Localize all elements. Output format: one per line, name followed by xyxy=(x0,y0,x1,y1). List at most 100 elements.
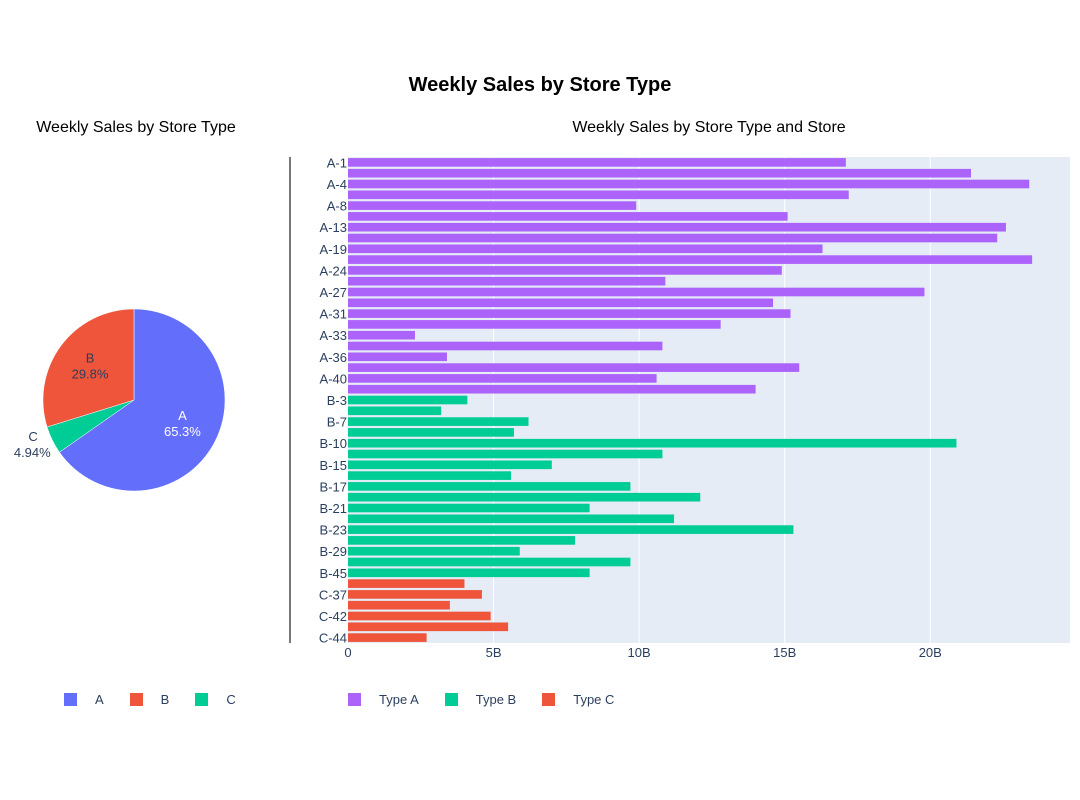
bar xyxy=(348,460,552,470)
bar xyxy=(348,438,957,448)
bar xyxy=(348,255,1033,264)
y-tick-label: A-4 xyxy=(327,177,347,192)
pie-slice-a xyxy=(59,308,226,492)
x-tick-label: 20B xyxy=(919,645,942,660)
main-title: Weekly Sales by Store Type xyxy=(408,74,672,96)
pie-slice-b xyxy=(42,308,135,428)
y-tick-label: C-44 xyxy=(319,631,347,646)
legend-swatch-a xyxy=(64,693,77,706)
bar xyxy=(348,341,663,351)
x-tick-label: 10B xyxy=(628,645,651,660)
x-tick-label: 0 xyxy=(344,645,351,660)
bar xyxy=(348,201,637,210)
bar xyxy=(348,546,520,556)
legend-item-type-b[interactable]: Type B xyxy=(444,692,517,707)
bar xyxy=(348,320,721,329)
bar xyxy=(348,568,590,578)
bar xyxy=(348,309,791,318)
x-tick-label: 5B xyxy=(486,645,502,660)
pie-percent-a: 65.3% xyxy=(164,424,201,439)
y-tick-label: A-8 xyxy=(327,199,347,214)
y-tick-label: B-29 xyxy=(320,544,347,559)
y-tick-label: A-36 xyxy=(320,350,347,365)
bar xyxy=(348,179,1030,189)
bar xyxy=(348,190,849,200)
y-tick-label: B-15 xyxy=(320,458,347,473)
bar xyxy=(348,298,774,308)
y-tick-label: A-33 xyxy=(320,328,347,343)
y-tick-label: A-24 xyxy=(320,263,347,278)
bar xyxy=(348,352,447,362)
y-tick-label: A-1 xyxy=(327,155,347,170)
y-tick-label: B-45 xyxy=(320,566,347,581)
legend-swatch-b xyxy=(129,693,143,706)
y-tick-label: B-23 xyxy=(320,523,347,538)
bar-legend: Type A Type B Type C xyxy=(348,692,640,707)
y-tick-label: B-3 xyxy=(327,393,347,408)
y-tick-label: A-31 xyxy=(320,307,347,322)
bar xyxy=(348,471,512,480)
bar xyxy=(348,492,701,502)
legend-swatch-type-c xyxy=(542,693,556,706)
legend-item-type-a[interactable]: Type A xyxy=(348,692,419,707)
bar xyxy=(348,363,800,372)
y-tick-label: A-13 xyxy=(320,220,347,235)
y-tick-label: A-27 xyxy=(320,285,347,300)
bar xyxy=(348,330,415,340)
y-tick-label: A-19 xyxy=(320,242,347,257)
legend-item-type-c[interactable]: Type C xyxy=(542,692,614,707)
pie-legend: A B C xyxy=(64,692,262,707)
y-tick-label: B-17 xyxy=(320,479,347,494)
y-tick-label: A-40 xyxy=(320,371,347,386)
pie-label-b: B xyxy=(86,351,95,366)
bar xyxy=(348,557,631,567)
x-tick-label: 15B xyxy=(773,645,796,660)
pie-percent-b: 29.8% xyxy=(72,367,109,382)
legend-swatch-type-b xyxy=(444,693,458,706)
bar xyxy=(348,158,846,167)
bar xyxy=(348,244,823,254)
bar xyxy=(348,276,666,286)
bar-chart-title: Weekly Sales by Store Type and Store xyxy=(572,119,846,136)
bar xyxy=(348,266,782,275)
legend-label-b: B xyxy=(160,692,170,707)
bar xyxy=(348,633,427,642)
bar xyxy=(348,579,465,588)
y-tick-label: B-7 xyxy=(327,415,347,430)
pie-percent-c: 4.94% xyxy=(14,445,51,460)
legend-label-a: A xyxy=(95,692,104,707)
legend-swatch-type-a xyxy=(348,693,361,706)
bar xyxy=(348,417,529,426)
bar xyxy=(348,590,482,599)
legend-label-type-a: Type A xyxy=(379,692,419,707)
bar xyxy=(348,514,675,524)
bar xyxy=(348,428,514,437)
legend-item-c[interactable]: C xyxy=(195,692,236,707)
bar xyxy=(348,168,972,178)
bar xyxy=(348,449,663,459)
legend-label-type-c: Type C xyxy=(573,692,615,707)
legend-item-b[interactable]: B xyxy=(129,692,170,707)
bar xyxy=(348,384,756,394)
pie-chart-title: Weekly Sales by Store Type xyxy=(36,119,236,136)
bar xyxy=(348,525,794,534)
y-tick-label: B-10 xyxy=(320,436,347,451)
bar xyxy=(348,503,590,513)
y-tick-label: C-42 xyxy=(319,609,347,624)
legend-swatch-c xyxy=(195,693,209,706)
bar xyxy=(348,406,442,416)
bar xyxy=(348,233,998,243)
bar xyxy=(348,395,468,405)
legend-label-type-b: Type B xyxy=(475,692,517,707)
bar xyxy=(348,482,631,491)
bar xyxy=(348,611,491,621)
legend-label-c: C xyxy=(226,692,236,707)
y-tick-label: B-21 xyxy=(320,501,347,516)
bar xyxy=(348,536,576,545)
bar xyxy=(348,287,925,297)
legend-item-a[interactable]: A xyxy=(64,692,104,707)
bar xyxy=(348,212,788,221)
pie-label-c: C xyxy=(28,429,37,444)
y-tick-label: C-37 xyxy=(319,587,347,602)
